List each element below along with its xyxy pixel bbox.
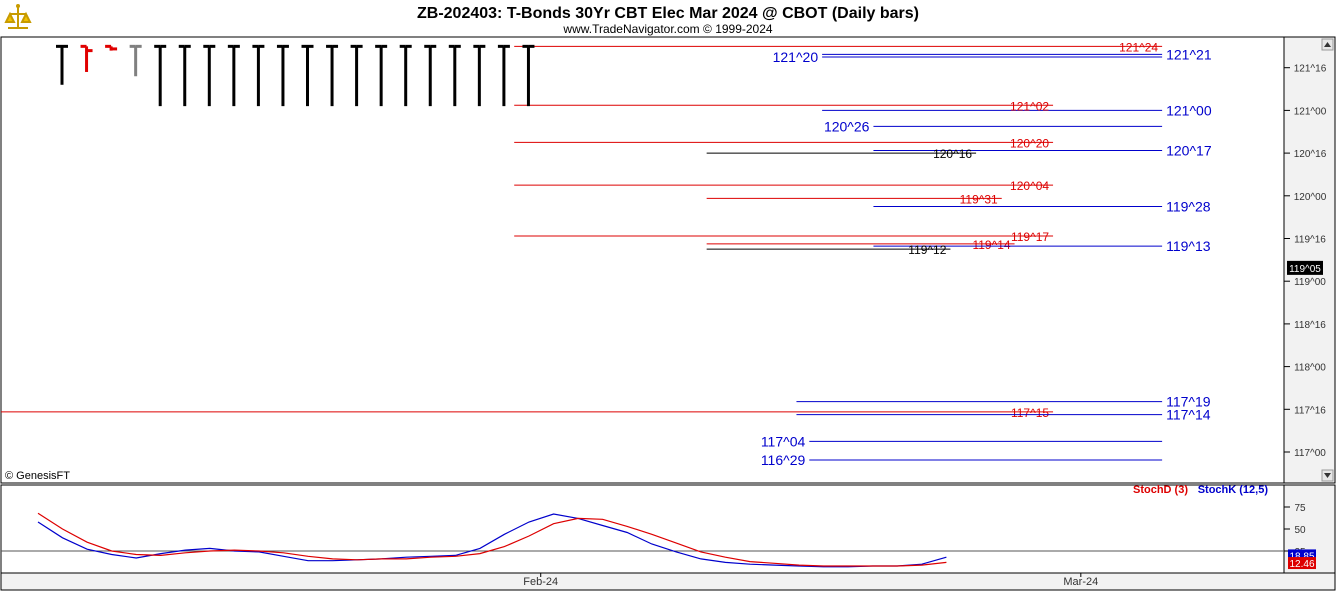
date-tick-group: Feb-24 Mar-24 [523, 573, 1098, 588]
stoch-k-line [37, 513, 947, 568]
level-label: 119^17 [1011, 230, 1049, 244]
price-tick-label: 117^00 [1294, 448, 1326, 459]
ohlc-bar [227, 44, 240, 107]
ohlc-bar [497, 44, 510, 107]
level-label: 116^29 [761, 452, 806, 468]
level-label: 119^13 [1166, 238, 1211, 254]
price-tick-label: 119^00 [1294, 277, 1326, 288]
level-label: 120^26 [824, 118, 870, 134]
ohlc-bar [473, 44, 486, 107]
ohlc-bar [178, 44, 191, 107]
date-tick-label: Feb-24 [523, 576, 558, 588]
level-label: 121^02 [1010, 99, 1049, 113]
ohlc-bar [56, 44, 68, 85]
ohlc-bar [399, 44, 412, 107]
stochastic-panel [0, 484, 1285, 574]
ohlc-bar [326, 44, 339, 107]
legend-stoch-k: StochK (12,5) [1198, 484, 1269, 496]
last-price-label: 119^05 [1289, 264, 1321, 275]
price-tick-label: 118^16 [1294, 320, 1326, 331]
level-label: 121^20 [773, 49, 819, 65]
level-label: 120^17 [1166, 143, 1212, 159]
level-label: 121^24 [1119, 40, 1158, 54]
price-tick-label: 120^16 [1294, 149, 1327, 160]
stoch-tick-label: 75 [1294, 503, 1306, 514]
level-label: 121^21 [1166, 46, 1212, 62]
ohlc-bar [105, 44, 118, 51]
ohlc-bar [375, 44, 388, 107]
ohlc-bar [203, 44, 216, 107]
copyright-label: © GenesisFT [5, 470, 70, 482]
date-axis [0, 572, 1336, 591]
level-label: 117^15 [1011, 406, 1049, 420]
stoch-d-badge [1288, 557, 1316, 570]
level-label: 120^20 [1010, 136, 1049, 150]
price-axis [1283, 36, 1336, 484]
level-label: 119^31 [960, 192, 998, 206]
level-label: 120^16 [933, 147, 972, 161]
price-panel [0, 36, 1285, 484]
scroll-up-icon[interactable] [1321, 38, 1334, 51]
last-price-badge [1287, 260, 1323, 275]
ohlc-bar [424, 44, 437, 107]
price-tick-label: 119^16 [1294, 235, 1326, 246]
stochastic-lines-group [37, 512, 947, 568]
ohlc-bar [129, 44, 142, 77]
price-tick-label: 121^00 [1294, 106, 1327, 117]
price-tick-label: 120^00 [1294, 192, 1327, 203]
last-price-group: 119^05 [1287, 260, 1323, 275]
ohlc-bar [276, 44, 289, 107]
ohlc-bar [350, 44, 363, 107]
ohlc-bar [80, 44, 93, 72]
level-label: 119^12 [908, 243, 946, 257]
legend-stoch-d: StochD (3) [1133, 484, 1188, 496]
ohlc-bar [252, 44, 265, 107]
stoch-d-line [37, 512, 947, 567]
level-label: 119^28 [1166, 198, 1211, 214]
chart-subtitle: www.TradeNavigator.com © 1999-2024 [562, 22, 772, 36]
scroll-down-icon[interactable] [1321, 469, 1334, 482]
level-label: 117^14 [1166, 407, 1211, 423]
price-tick-label: 117^16 [1294, 405, 1326, 416]
chart-title: ZB-202403: T-Bonds 30Yr CBT Elec Mar 202… [417, 5, 919, 22]
price-tick-label: 118^00 [1294, 363, 1326, 374]
price-tick-group: 117^00 117^16 118^00 118^16 119^00 119^16 120^… [1284, 64, 1327, 459]
ohlc-bar [448, 44, 461, 107]
ohlc-bar [301, 44, 314, 107]
ohlc-bar [522, 44, 535, 107]
levels-group: 121^21 121^20 121^24 121^00 121^02 120^26 120^… [1, 40, 1212, 468]
level-label: 120^04 [1010, 179, 1049, 193]
date-tick-label: Mar-24 [1063, 576, 1098, 588]
price-tick-label: 121^16 [1294, 64, 1327, 75]
level-label: 117^04 [761, 433, 806, 449]
ohlc-bar [154, 44, 167, 107]
level-label: 117^19 [1166, 394, 1211, 410]
level-label: 121^00 [1166, 102, 1212, 118]
stoch-d-value: 12.46 [1289, 559, 1314, 570]
stoch-tick-label: 50 [1294, 525, 1306, 536]
trade-navigator-logo-icon [3, 3, 33, 33]
stoch-k-value: 18.85 [1289, 551, 1314, 562]
level-label: 119^14 [972, 238, 1010, 252]
price-bars-group [56, 44, 535, 107]
